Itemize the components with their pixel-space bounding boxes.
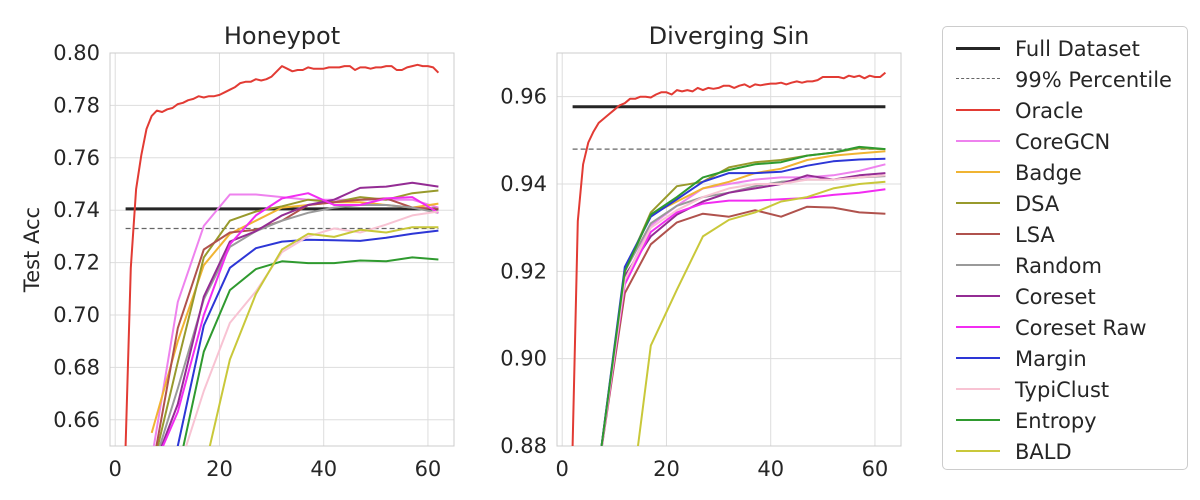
legend-item-badge: Badge	[943, 158, 1189, 189]
legend-swatch	[956, 46, 1000, 50]
legend-swatch	[956, 388, 1000, 390]
legend-label: Entropy	[1015, 409, 1097, 433]
chart-panel-diverging-sin: 0 20 40 60 0.88 0.90 0.92 0.94 0.96 Diverging Sin	[500, 22, 902, 481]
series-line-entropy	[182, 256, 439, 446]
y-tick-label: 0.96	[500, 85, 547, 109]
legend-label: Margin	[1015, 347, 1087, 371]
y-tick-label: 0.70	[53, 303, 100, 327]
series-line-typiclust	[600, 174, 886, 446]
legend-swatch	[956, 264, 1000, 266]
series-line-oracle	[124, 63, 440, 446]
legend-swatch	[956, 326, 1000, 328]
legend-swatch	[956, 171, 1000, 173]
legend-label: Badge	[1015, 161, 1082, 185]
legend-label: BALD	[1015, 440, 1072, 464]
legend-item-typiclust: TypiClust	[943, 375, 1189, 406]
x-tick-label: 60	[415, 457, 442, 481]
series-group	[124, 63, 440, 446]
legend-item-random: Random	[943, 251, 1189, 282]
legend-swatch	[956, 295, 1000, 297]
legend-label: Coreset Raw	[1015, 316, 1147, 340]
legend-label: 99% Percentile	[1015, 68, 1172, 92]
series-line-coreset-raw	[600, 188, 886, 446]
y-tick-label: 0.90	[500, 347, 547, 371]
series-line-oracle	[571, 71, 887, 446]
y-tick-label: 0.92	[500, 259, 547, 283]
legend-swatch	[956, 357, 1000, 359]
legend-swatch	[956, 419, 1000, 421]
chart-title: Honeypot	[224, 22, 340, 50]
legend-item-dsa: DSA	[943, 189, 1189, 220]
x-tick-label: 40	[757, 457, 784, 481]
legend-label: Oracle	[1015, 99, 1084, 123]
legend: Full Dataset 99% Percentile Oracle CoreGCN B…	[942, 26, 1188, 470]
series-line-coreset	[160, 181, 439, 446]
legend-item-full-dataset: Full Dataset	[943, 34, 1189, 65]
y-tick-label: 0.80	[53, 41, 100, 65]
legend-swatch	[956, 202, 1000, 204]
y-tick-label: 0.88	[500, 434, 547, 458]
y-axis-label: Test Acc	[20, 207, 44, 293]
legend-label: Random	[1015, 254, 1102, 278]
series-line-lsa	[600, 205, 886, 446]
legend-item-lsa: LSA	[943, 220, 1189, 251]
x-tick-label: 60	[862, 457, 889, 481]
series-line-bald	[208, 226, 439, 446]
chart-title: Diverging Sin	[649, 22, 810, 50]
legend-item-entropy: Entropy	[943, 406, 1189, 437]
series-line-coreset-raw	[161, 192, 439, 446]
series-line-bald	[636, 180, 886, 446]
series-line-typiclust	[185, 210, 439, 446]
legend-label: Coreset	[1015, 285, 1096, 309]
series-line-entropy	[600, 145, 886, 446]
legend-label: LSA	[1015, 223, 1055, 247]
charts-canvas: 0 20 40 60 0.66 0.68 0.70 0.72 0.74 0.76 0.78 0.80 H…	[20, 22, 902, 481]
legend-swatch	[956, 78, 1000, 80]
y-tick-label: 0.68	[53, 355, 100, 379]
x-tick-label: 20	[653, 457, 680, 481]
legend-label: TypiClust	[1015, 378, 1110, 402]
series-line-lsa	[155, 197, 439, 446]
legend-swatch	[956, 233, 1000, 235]
legend-label: DSA	[1015, 192, 1060, 216]
legend-item-coregcn: CoreGCN	[943, 127, 1189, 158]
series-line-margin	[176, 229, 439, 446]
y-tick-label: 0.74	[53, 198, 100, 222]
chart-panel-honeypot: 0 20 40 60 0.66 0.68 0.70 0.72 0.74 0.76 0.78 0.80 H…	[20, 22, 455, 481]
x-tick-label: 40	[310, 457, 337, 481]
y-tick-label: 0.94	[500, 172, 547, 196]
x-tick-label: 0	[556, 457, 569, 481]
legend-item-99-percentile: 99% Percentile	[943, 65, 1189, 96]
x-tick-label: 20	[206, 457, 233, 481]
x-tick-label: 0	[109, 457, 122, 481]
legend-item-coreset: Coreset	[943, 282, 1189, 313]
y-tick-label: 0.66	[53, 408, 100, 432]
legend-swatch	[956, 109, 1000, 111]
legend-item-bald: BALD	[943, 437, 1189, 468]
plot-frame	[556, 52, 902, 447]
legend-item-margin: Margin	[943, 344, 1189, 375]
legend-label: CoreGCN	[1015, 130, 1111, 154]
legend-item-oracle: Oracle	[943, 96, 1189, 127]
legend-swatch	[956, 140, 1000, 142]
series-group	[571, 71, 887, 446]
plot-frame	[109, 52, 455, 447]
y-tick-label: 0.78	[53, 93, 100, 117]
y-tick-label: 0.76	[53, 146, 100, 170]
legend-item-coreset-raw: Coreset Raw	[943, 313, 1189, 344]
legend-label: Full Dataset	[1015, 37, 1140, 61]
y-tick-label: 0.72	[53, 251, 100, 275]
legend-swatch	[956, 450, 1000, 452]
